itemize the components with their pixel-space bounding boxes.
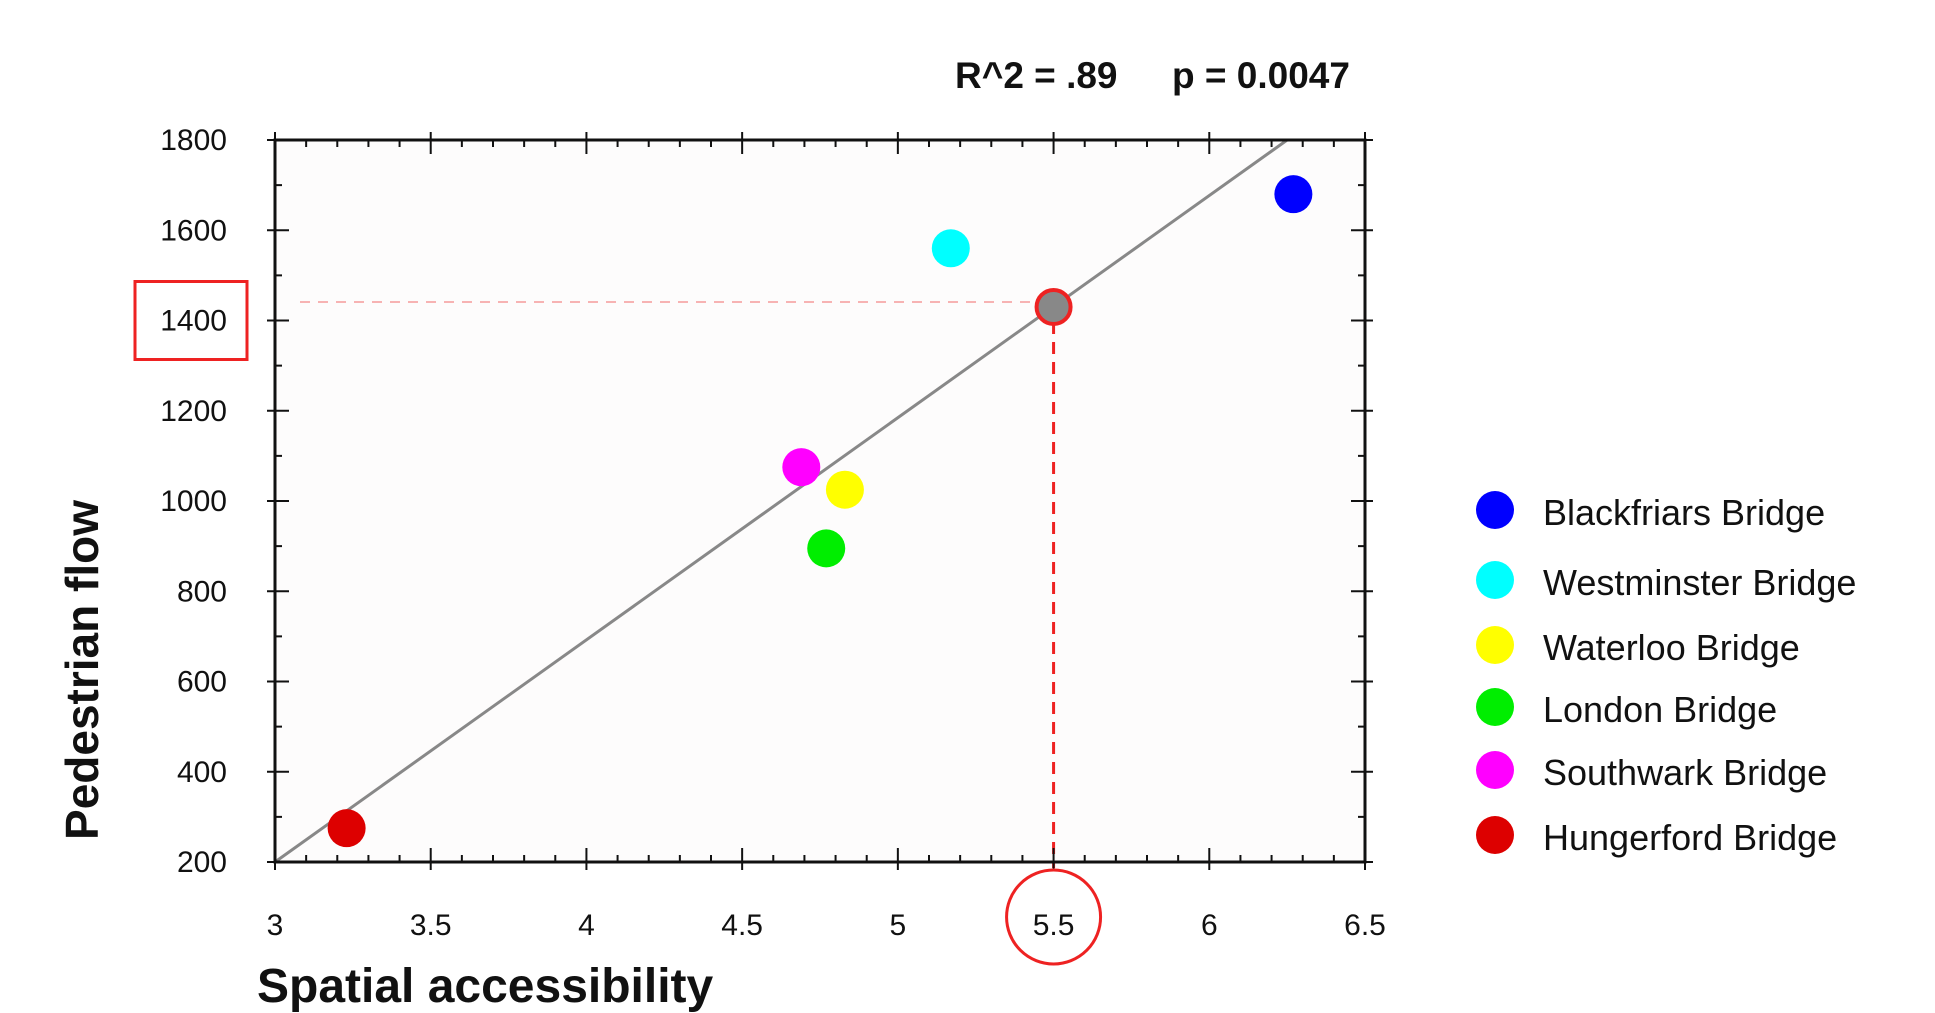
legend-marker (1476, 626, 1514, 664)
x-tick-label: 5.5 (1033, 909, 1075, 942)
x-tick-label: 5 (890, 909, 907, 942)
axis-ticks (267, 132, 1373, 870)
y-tick-label: 1200 (160, 395, 227, 428)
y-tick-label: 800 (177, 575, 227, 608)
x-tick-label: 3.5 (410, 909, 452, 942)
x-tick-label: 4 (578, 909, 595, 942)
legend-marker (1476, 751, 1514, 789)
y-tick-label: 400 (177, 756, 227, 789)
x-tick-label: 3 (267, 909, 284, 942)
legend-label: Waterloo Bridge (1543, 627, 1800, 668)
legend-label: Blackfriars Bridge (1543, 492, 1825, 533)
legend-marker (1476, 816, 1514, 854)
y-tick-label: 600 (177, 666, 227, 699)
point-london-bridge (807, 529, 846, 568)
point-waterloo-bridge (825, 470, 864, 509)
x-value-highlight-circle (1005, 868, 1103, 966)
legend-marker (1476, 491, 1514, 529)
legend-label: London Bridge (1543, 689, 1777, 730)
prediction-guides (300, 300, 1056, 868)
point-blackfriars-bridge (1274, 175, 1313, 214)
legend: Blackfriars Bridge Westminster Bridge Wate… (1476, 491, 1856, 858)
fit-line-layer (274, 138, 1289, 864)
point-hungerford-bridge (327, 809, 366, 848)
legend-label: Southwark Bridge (1543, 752, 1827, 793)
y-tick-labels: 200 400 600 800 1000 1200 1400 1600 1800 (160, 124, 227, 879)
stats-p-value: p = 0.0047 (1172, 55, 1350, 96)
y-tick-label: 1800 (160, 124, 227, 157)
legend-label: Hungerford Bridge (1543, 817, 1837, 858)
point-southwark-bridge (782, 448, 821, 487)
x-tick-label: 4.5 (721, 909, 763, 942)
data-points (327, 175, 1313, 848)
y-value-highlight-box (133, 280, 249, 361)
y-tick-label: 200 (177, 846, 227, 879)
regression-line (274, 138, 1289, 864)
x-tick-labels: 3 3.5 4 4.5 5 5.5 6 6.5 (267, 909, 1386, 942)
y-tick-label: 1000 (160, 485, 227, 518)
prediction-point (1034, 287, 1073, 326)
y-tick-label: 1400 (160, 305, 227, 338)
x-axis-title: Spatial accessibility (257, 960, 714, 1013)
point-westminster-bridge (931, 229, 970, 268)
stats-r-squared: R^2 = .89 (955, 55, 1118, 96)
y-tick-label: 1600 (160, 214, 227, 247)
x-tick-label: 6.5 (1344, 909, 1386, 942)
legend-label: Westminster Bridge (1543, 562, 1856, 603)
plot-background (275, 140, 1365, 862)
prediction-highlights (133, 280, 1103, 966)
y-axis-title: Pedestrian flow (56, 500, 108, 840)
x-tick-label: 6 (1201, 909, 1218, 942)
legend-marker (1476, 688, 1514, 726)
legend-marker (1476, 561, 1514, 599)
